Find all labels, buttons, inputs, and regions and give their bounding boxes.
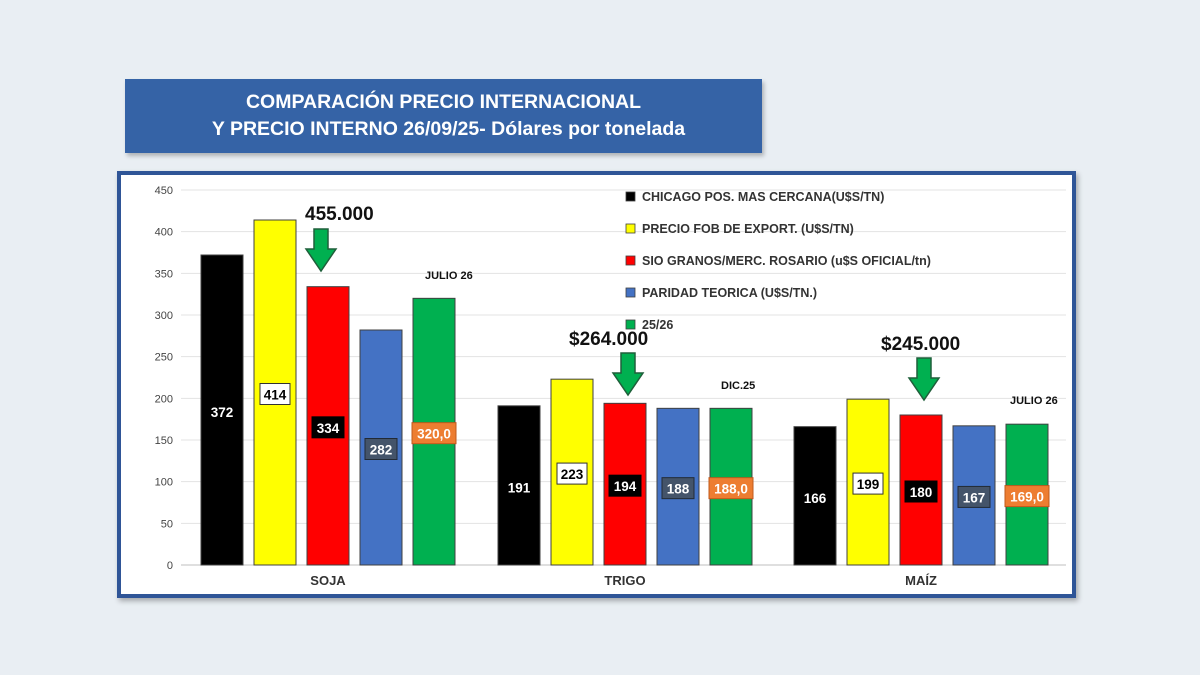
data-label-sio-0: 334 [317,421,340,436]
down-arrow-icon [611,352,645,397]
legend-swatch-paridad [625,287,636,298]
y-tick-label: 50 [161,518,173,530]
legend-label-chicago: CHICAGO POS. MAS CERCANA(U$S/TN) [642,190,884,204]
data-label-futuro-2: 169,0 [1010,490,1044,505]
data-label-box [311,416,345,439]
y-tick-label: 450 [155,185,173,197]
data-label-box [556,462,588,485]
data-label-box [957,485,991,508]
category-label: TRIGO [604,573,645,588]
data-label-box [852,472,884,495]
data-label-box [661,477,695,500]
data-label-box [708,477,754,500]
data-label-box [608,474,642,497]
y-tick-label: 150 [155,435,173,447]
category-label: MAÍZ [905,573,937,588]
data-label-box [259,383,291,405]
data-label-sio-1: 194 [614,479,637,494]
legend-label-paridad: PARIDAD TEORICA (U$S/TN.) [642,286,817,300]
period-annotation: JULIO 26 [425,270,473,282]
legend-swatch-chicago [625,191,636,202]
data-label-paridad-2: 167 [963,490,986,505]
data-label-paridad-0: 282 [370,443,393,458]
price-annotation: $264.000 [569,329,648,350]
down-arrow-icon [907,357,941,402]
data-label-futuro-1: 188,0 [714,482,748,497]
y-tick-label: 300 [155,310,173,322]
category-label: SOJA [310,573,346,588]
data-label-sio-2: 180 [910,485,933,500]
data-label-box [364,438,398,460]
legend-swatch-futuro [625,319,636,330]
y-tick-label: 250 [155,352,173,364]
legend-swatch-fob [625,223,636,234]
price-annotation: $245.000 [881,334,960,355]
data-label-chicago-1: 191 [508,480,531,495]
legend-label-fob: PRECIO FOB DE EXPORT. (U$S/TN) [642,222,854,236]
data-label-fob-0: 414 [264,388,287,403]
bar-chicago-2 [793,426,837,566]
bar-chicago-1 [497,405,541,566]
chart-title-box: COMPARACIÓN PRECIO INTERNACIONAL Y PRECI… [125,79,762,153]
period-annotation: JULIO 26 [1010,395,1058,407]
chart-title-line1: COMPARACIÓN PRECIO INTERNACIONAL [245,91,642,113]
legend-label-sio: SIO GRANOS/MERC. ROSARIO (u$S OFICIAL/tn… [642,254,931,268]
legend-label-futuro: 25/26 [642,318,673,332]
data-labels: 372 414 334 282 320,0 191 223 194 188 188,0 166 199… [211,383,1050,508]
data-label-box [411,422,457,445]
data-label-fob-1: 223 [561,467,584,482]
x-axis: SOJA TRIGO MAÍZ [310,573,937,588]
data-label-chicago-2: 166 [804,491,827,506]
y-tick-label: 400 [155,227,173,239]
data-label-futuro-0: 320,0 [417,427,451,442]
data-label-paridad-1: 188 [667,482,690,497]
data-label-box [904,480,938,503]
period-annotation: DIC.25 [721,380,755,392]
y-tick-label: 100 [155,477,173,489]
y-axis: 0 50 100 150 200 250 300 350 400 450 [155,185,173,572]
legend: CHICAGO POS. MAS CERCANA(U$S/TN) PRECIO F… [625,190,931,332]
chart-frame: 0 50 100 150 200 250 300 350 400 450 372 414 334 282… [117,171,1076,598]
data-label-box [1004,485,1050,508]
data-label-chicago-0: 372 [211,405,234,420]
y-tick-label: 350 [155,268,173,280]
legend-swatch-sio [625,255,636,266]
annotations: 455.000 $264.000 $245.000 JULIO 26 DIC.25 JUL… [304,204,1058,407]
y-tick-label: 0 [167,560,173,572]
down-arrow-icon [304,228,338,273]
price-annotation: 455.000 [305,204,374,225]
data-label-fob-2: 199 [857,477,880,492]
bar-chart: 0 50 100 150 200 250 300 350 400 450 372 414 334 282… [155,185,1066,588]
chart-title-line2: Y PRECIO INTERNO 26/09/25- Dólares por t… [211,118,686,140]
bar-chicago-0 [200,254,244,566]
y-tick-label: 200 [155,393,173,405]
